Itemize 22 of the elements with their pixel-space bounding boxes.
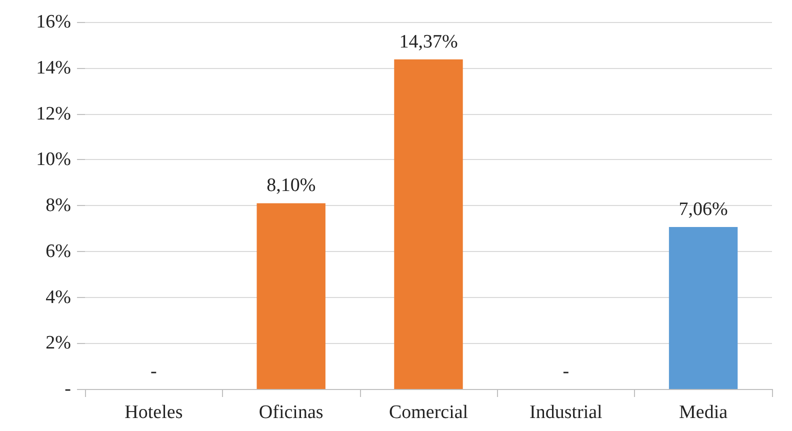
y-tick-label: 16%: [36, 12, 72, 32]
bar: [668, 227, 738, 389]
y-tick-label: 12%: [36, 103, 72, 124]
bar: [394, 59, 463, 389]
y-tick-label: 10%: [36, 149, 72, 170]
x-tick-label: Comercial: [388, 402, 468, 423]
y-tick-label: 2%: [46, 332, 72, 354]
y-tick-label: -: [64, 378, 71, 400]
x-tick-label: Oficinas: [258, 402, 324, 423]
data-label: 7,06%: [678, 199, 728, 220]
bar: [256, 203, 326, 389]
y-tick-label: 6%: [46, 240, 72, 262]
y-tick-label: 14%: [36, 57, 72, 78]
data-label: 14,37%: [399, 31, 458, 52]
x-tick-label: Industrial: [529, 402, 602, 423]
x-tick-label: Media: [679, 402, 728, 423]
x-tick-label: Hoteles: [124, 402, 183, 423]
y-tick-label: 8%: [46, 195, 72, 216]
y-tick-label: 4%: [46, 286, 72, 308]
data-label: -: [150, 361, 157, 382]
data-label: 8,10%: [266, 175, 316, 196]
data-label: -: [562, 361, 570, 382]
